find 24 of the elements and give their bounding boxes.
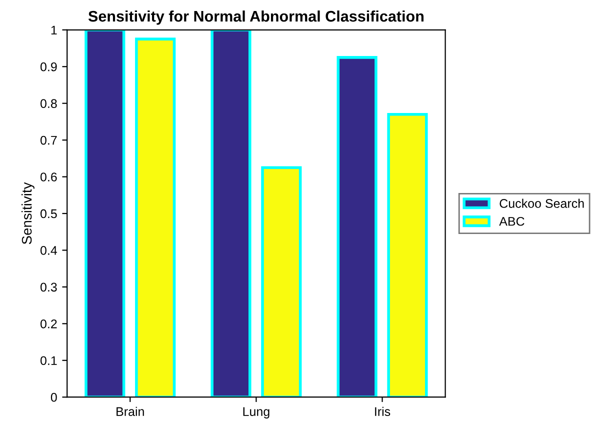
y-tick-label: 0.8 <box>40 99 57 108</box>
legend-label: ABC <box>499 216 524 226</box>
y-axis-title: Sensitivity <box>22 182 34 244</box>
y-tick-label: 0.6 <box>40 172 57 182</box>
bar <box>336 56 378 398</box>
chart-title: Sensitivity for Normal Abnormal Classification <box>88 10 424 25</box>
x-tick-label: Brain <box>116 406 144 416</box>
x-tick-label: Lung <box>243 407 270 418</box>
bar <box>261 166 302 398</box>
y-tick-label: 0.2 <box>40 319 57 328</box>
legend-label: Cuckoo Search <box>500 198 584 208</box>
bar <box>84 30 126 398</box>
y-tick-label: 0 <box>50 392 57 402</box>
y-tick-label: 0.4 <box>40 246 58 255</box>
bar <box>387 112 428 398</box>
bar <box>135 38 176 398</box>
y-tick-label: 0.7 <box>40 136 57 145</box>
y-tick-label: 0.9 <box>40 62 57 72</box>
x-tick-label: Iris <box>375 406 390 416</box>
bar <box>210 30 252 398</box>
y-tick-label: 1 <box>51 26 57 34</box>
y-tick-label: 0.5 <box>40 209 57 218</box>
y-tick-label: 0.1 <box>40 356 57 366</box>
y-tick-label: 0.3 <box>40 282 57 292</box>
